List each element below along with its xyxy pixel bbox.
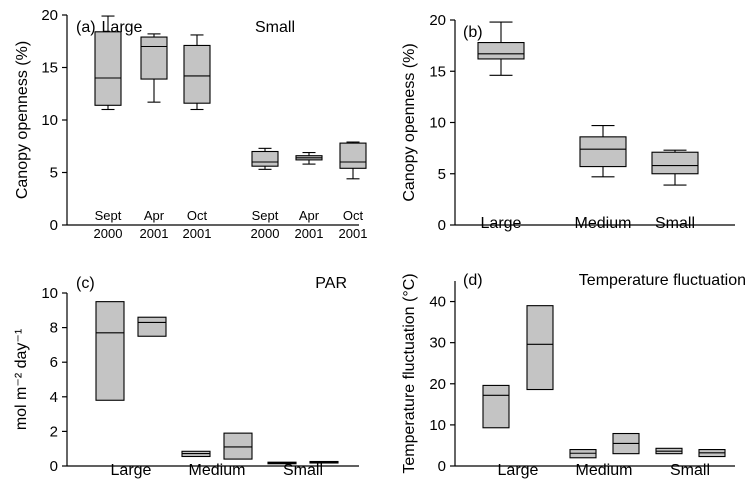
category-label: Sept [252, 208, 279, 223]
box-iqr [526, 305, 554, 391]
box-plot [339, 141, 367, 180]
y-tick-label: 2 [50, 423, 58, 440]
box-plot [482, 384, 510, 429]
annotation-label: Temperature fluctuation [579, 272, 746, 289]
y-tick-label: 0 [50, 458, 58, 475]
box-plot [526, 305, 554, 391]
category-label: Small [670, 462, 710, 479]
box-iqr [137, 316, 167, 337]
category-label: Apr [144, 208, 165, 223]
box-plot [651, 149, 699, 186]
y-tick-label: 10 [429, 417, 446, 434]
box-plot [698, 449, 726, 458]
box-plot [95, 301, 125, 401]
panel-label: (c) [76, 275, 95, 292]
panel-label: (a) [76, 19, 96, 36]
category-label: 2001 [140, 226, 169, 241]
category-label: Oct [187, 208, 208, 223]
y-tick-label: 20 [41, 7, 58, 24]
box-plot [251, 147, 279, 170]
box-plot [223, 432, 253, 460]
category-label: 2001 [183, 226, 212, 241]
box-iqr [251, 150, 279, 167]
category-label: 2000 [251, 226, 280, 241]
category-label: Small [283, 462, 323, 479]
y-tick-label: 0 [50, 217, 58, 234]
panel-d: 0 10 20 30 40 Temperature fluctuation (°C) (d)… [401, 272, 746, 479]
box-iqr [579, 136, 627, 168]
box-plot [137, 316, 167, 337]
box-plot [295, 152, 323, 165]
category-label: 2001 [295, 226, 324, 241]
y-tick-label: 0 [438, 458, 446, 475]
box-plot [183, 34, 211, 111]
box-iqr [482, 384, 510, 429]
box-iqr [95, 301, 125, 401]
annotation-label: PAR [315, 275, 347, 292]
y-tick-label: 10 [429, 115, 446, 132]
y-tick-label: 40 [429, 294, 446, 311]
category-label: Medium [575, 215, 632, 232]
category-label: Sept [95, 208, 122, 223]
y-tick-label: 10 [41, 285, 58, 302]
box-plot [579, 125, 627, 178]
panel-label: (d) [463, 272, 483, 289]
box-plot [477, 21, 525, 76]
y-tick-label: 15 [41, 60, 58, 77]
y-tick-label: 5 [438, 166, 446, 183]
y-tick-label: 6 [50, 354, 58, 371]
box-iqr [477, 41, 525, 60]
category-label: Large [111, 462, 152, 479]
box-iqr [651, 151, 699, 175]
box-iqr [339, 142, 367, 169]
panel-b: 0 5 10 15 20 Canopy openness (%) (b) Large Mediu… [401, 12, 735, 234]
box-iqr [183, 44, 211, 104]
category-label: Small [655, 215, 695, 232]
box-iqr [223, 432, 253, 460]
box-plot [612, 432, 640, 455]
y-axis-label: mol m⁻² day⁻¹ [13, 329, 30, 430]
box-plot [569, 449, 597, 459]
panel-label: (b) [463, 24, 483, 41]
category-label: Large [481, 215, 522, 232]
category-label: 2001 [339, 226, 368, 241]
y-tick-label: 5 [50, 165, 58, 182]
y-tick-label: 8 [50, 320, 58, 337]
category-label: Medium [189, 462, 246, 479]
box-plot [309, 460, 339, 464]
y-tick-label: 20 [429, 12, 446, 29]
y-tick-label: 4 [50, 389, 58, 406]
box-iqr [140, 36, 168, 80]
box-iqr [94, 31, 122, 106]
category-label: Apr [299, 208, 320, 223]
y-axis-label: Temperature fluctuation (°C) [401, 273, 418, 473]
category-label: 2000 [94, 226, 123, 241]
y-axis-label: Canopy openness (%) [401, 43, 418, 201]
box-plot [655, 447, 683, 455]
y-tick-label: 15 [429, 63, 446, 80]
box-plot [94, 15, 122, 111]
annotation-label: Small [255, 19, 295, 36]
y-tick-label: 0 [438, 217, 446, 234]
category-label: Oct [343, 208, 364, 223]
box-plot [181, 450, 211, 458]
y-tick-label: 20 [429, 376, 446, 393]
panel-c: 0 2 4 6 8 10 mol m⁻² day⁻¹ (c) PAR Large Medium Sma… [13, 275, 359, 479]
box-plot [140, 33, 168, 103]
category-label: Medium [576, 462, 633, 479]
category-label: Large [498, 462, 539, 479]
y-tick-label: 10 [41, 112, 58, 129]
box-plot [267, 461, 297, 465]
y-axis-label: Canopy openness (%) [14, 41, 31, 199]
y-tick-label: 30 [429, 335, 446, 352]
